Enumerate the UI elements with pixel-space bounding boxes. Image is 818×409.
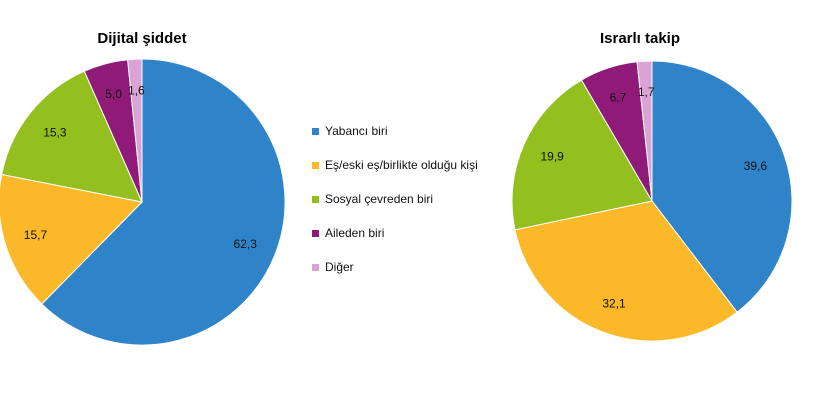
pie-slice-yabanci-biri [651, 60, 793, 313]
legend-swatch-aileden-biri [312, 230, 319, 237]
data-label-yabanci-biri: 62,3 [234, 237, 258, 251]
pie-slice-es-eski-es-birlikte-oldugu-kisi [0, 173, 144, 305]
data-label-yabanci-biri: 39,6 [744, 159, 768, 173]
data-label-es-eski-es-birlikte-oldugu-kisi: 32,1 [602, 296, 626, 310]
data-label-es-eski-es-birlikte-oldugu-kisi: 15,7 [24, 228, 48, 242]
pie-slice-es-eski-es-birlikte-oldugu-kisi [514, 200, 738, 342]
data-label-sosyal-cevreden-biri: 19,9 [541, 150, 565, 164]
legend: Yabancı biri Eş/eski eş/birlikte olduğu k… [312, 124, 478, 274]
pie-slice-yabanci-biri [41, 58, 286, 346]
data-label-aileden-biri: 5,0 [105, 87, 122, 101]
legend-label-aileden-biri: Aileden biri [325, 226, 384, 240]
pie-chart-dijital-siddet: Dijital şiddet 62,3 15,7 15,3 5,0 1,6 [0, 30, 286, 346]
pie-slice-diger [127, 58, 143, 203]
legend-label-diger: Diğer [325, 260, 354, 274]
legend-label-es-eski-es-birlikte-oldugu-kisi: Eş/eski eş/birlikte olduğu kişi [325, 158, 478, 172]
legend-label-yabanci-biri: Yabancı biri [325, 124, 387, 138]
legend-swatch-es-eski-es-birlikte-oldugu-kisi [312, 162, 319, 169]
data-label-sosyal-cevreden-biri: 15,3 [43, 125, 67, 139]
pie-slice-diger [636, 60, 653, 202]
chart-title: Israrlı takip [600, 30, 680, 47]
pie-slice-sosyal-cevreden-biri [1, 70, 143, 203]
legend-swatch-diger [312, 264, 319, 271]
pie-slice-sosyal-cevreden-biri [511, 79, 653, 231]
legend-label-sosyal-cevreden-biri: Sosyal çevreden biri [325, 192, 433, 206]
pie-chart-israrli-takip: Israrlı takip 39,6 32,1 19,9 6,7 1,7 [511, 30, 793, 342]
legend-swatch-yabanci-biri [312, 128, 319, 135]
legend-swatch-sosyal-cevreden-biri [312, 196, 319, 203]
data-label-aileden-biri: 6,7 [610, 90, 627, 104]
chart-title: Dijital şiddet [97, 30, 186, 47]
data-label-diger: 1,7 [638, 85, 655, 99]
data-label-diger: 1,6 [128, 84, 145, 98]
